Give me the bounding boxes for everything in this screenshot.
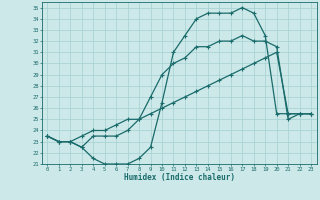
X-axis label: Humidex (Indice chaleur): Humidex (Indice chaleur) xyxy=(124,173,235,182)
